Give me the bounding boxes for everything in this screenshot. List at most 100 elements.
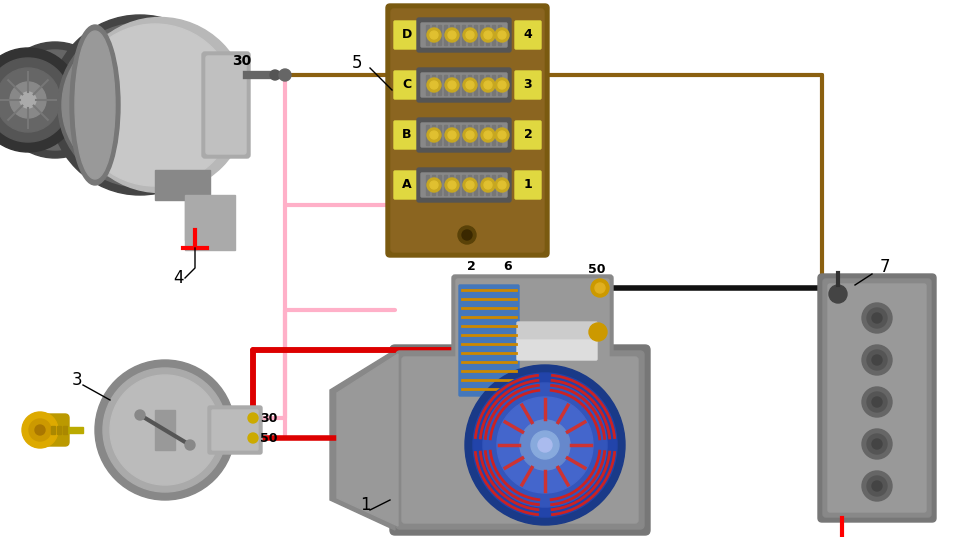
Circle shape bbox=[462, 230, 472, 240]
FancyBboxPatch shape bbox=[459, 285, 519, 396]
Circle shape bbox=[862, 303, 892, 333]
Circle shape bbox=[110, 375, 220, 485]
Text: 30: 30 bbox=[260, 412, 277, 425]
Circle shape bbox=[466, 181, 474, 189]
Circle shape bbox=[463, 28, 477, 42]
Text: 30: 30 bbox=[232, 54, 252, 68]
Circle shape bbox=[520, 420, 570, 470]
Circle shape bbox=[481, 128, 495, 142]
Text: C: C bbox=[402, 78, 412, 91]
Circle shape bbox=[103, 368, 227, 492]
Circle shape bbox=[495, 78, 509, 92]
FancyBboxPatch shape bbox=[452, 275, 613, 406]
Text: A: A bbox=[402, 178, 412, 192]
Circle shape bbox=[867, 350, 887, 370]
Circle shape bbox=[10, 82, 46, 118]
Text: 7: 7 bbox=[880, 258, 891, 276]
Bar bbox=[426, 175, 429, 195]
Bar bbox=[444, 25, 447, 45]
FancyBboxPatch shape bbox=[390, 345, 650, 535]
FancyBboxPatch shape bbox=[396, 351, 644, 529]
Circle shape bbox=[862, 429, 892, 459]
Bar bbox=[486, 175, 489, 195]
Circle shape bbox=[5, 50, 105, 150]
Ellipse shape bbox=[75, 31, 115, 179]
FancyBboxPatch shape bbox=[394, 171, 420, 199]
FancyBboxPatch shape bbox=[417, 168, 511, 202]
FancyBboxPatch shape bbox=[402, 357, 638, 523]
Circle shape bbox=[473, 373, 617, 517]
Bar bbox=[480, 175, 483, 195]
Bar bbox=[450, 25, 453, 45]
Circle shape bbox=[270, 70, 280, 80]
Bar bbox=[468, 125, 471, 145]
Ellipse shape bbox=[74, 24, 236, 186]
Circle shape bbox=[484, 31, 492, 39]
Bar bbox=[155, 410, 175, 450]
Circle shape bbox=[17, 62, 93, 138]
Circle shape bbox=[430, 31, 438, 39]
FancyBboxPatch shape bbox=[391, 9, 544, 252]
Text: 50: 50 bbox=[588, 263, 606, 276]
FancyBboxPatch shape bbox=[31, 414, 69, 446]
Bar bbox=[444, 75, 447, 95]
FancyBboxPatch shape bbox=[421, 173, 507, 197]
Text: 50: 50 bbox=[260, 432, 277, 445]
Circle shape bbox=[538, 438, 552, 452]
Circle shape bbox=[427, 128, 441, 142]
FancyBboxPatch shape bbox=[417, 18, 511, 52]
Circle shape bbox=[484, 81, 492, 89]
Circle shape bbox=[498, 131, 506, 139]
Bar bbox=[462, 175, 465, 195]
FancyBboxPatch shape bbox=[394, 121, 420, 149]
Bar bbox=[474, 25, 477, 45]
Bar bbox=[456, 25, 459, 45]
Circle shape bbox=[498, 181, 506, 189]
FancyBboxPatch shape bbox=[212, 410, 258, 450]
Circle shape bbox=[427, 28, 441, 42]
Polygon shape bbox=[330, 350, 395, 530]
Bar bbox=[432, 25, 435, 45]
Bar bbox=[462, 75, 465, 95]
Circle shape bbox=[872, 397, 882, 407]
Circle shape bbox=[481, 78, 495, 92]
Bar bbox=[426, 125, 429, 145]
Circle shape bbox=[448, 31, 456, 39]
Bar bbox=[426, 75, 429, 95]
Bar bbox=[498, 125, 501, 145]
Bar bbox=[474, 75, 477, 95]
Bar bbox=[438, 125, 441, 145]
FancyBboxPatch shape bbox=[206, 56, 246, 154]
Bar bbox=[438, 175, 441, 195]
Circle shape bbox=[872, 355, 882, 365]
Bar bbox=[432, 75, 435, 95]
Bar bbox=[492, 125, 495, 145]
FancyBboxPatch shape bbox=[394, 21, 420, 49]
Bar bbox=[438, 75, 441, 95]
Circle shape bbox=[463, 128, 477, 142]
Text: 1: 1 bbox=[523, 178, 533, 192]
Circle shape bbox=[466, 81, 474, 89]
Circle shape bbox=[872, 481, 882, 491]
Circle shape bbox=[430, 81, 438, 89]
Bar bbox=[456, 75, 459, 95]
Bar bbox=[456, 125, 459, 145]
FancyBboxPatch shape bbox=[456, 279, 609, 402]
Circle shape bbox=[0, 58, 70, 142]
Bar bbox=[456, 175, 459, 195]
Polygon shape bbox=[185, 200, 210, 240]
Circle shape bbox=[591, 279, 609, 297]
Bar bbox=[185, 195, 235, 250]
Circle shape bbox=[495, 128, 509, 142]
Circle shape bbox=[20, 92, 36, 108]
Circle shape bbox=[445, 128, 459, 142]
Circle shape bbox=[829, 285, 847, 303]
Text: B: B bbox=[402, 128, 412, 142]
FancyBboxPatch shape bbox=[517, 322, 597, 342]
FancyBboxPatch shape bbox=[515, 71, 541, 99]
Circle shape bbox=[498, 31, 506, 39]
Circle shape bbox=[867, 476, 887, 496]
Bar bbox=[480, 25, 483, 45]
Text: 4: 4 bbox=[523, 28, 533, 41]
FancyBboxPatch shape bbox=[417, 68, 511, 102]
